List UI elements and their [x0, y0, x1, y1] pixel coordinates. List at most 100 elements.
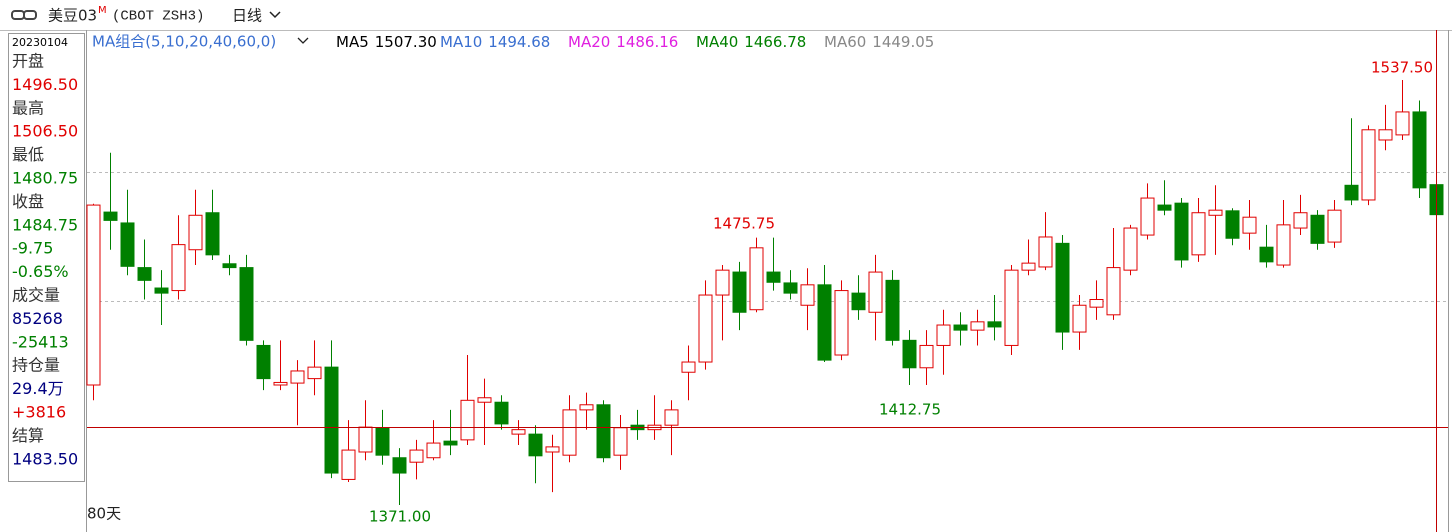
- ma-value: 1507.30: [375, 33, 437, 51]
- candle-body: [477, 397, 492, 403]
- high-annotation: 1475.75: [713, 215, 775, 233]
- candle-body: [154, 287, 169, 294]
- candle-body: [460, 399, 475, 441]
- candle-body: [1361, 129, 1376, 201]
- candle-body: [715, 269, 730, 296]
- candle-body: [1004, 269, 1019, 346]
- ma-value: 1494.68: [488, 33, 550, 51]
- candle-body: [1344, 184, 1359, 201]
- candle-body: [103, 211, 118, 221]
- candle-body: [953, 324, 968, 331]
- ma-name: MA5: [336, 33, 369, 51]
- candle-body: [205, 212, 220, 256]
- candle-body: [868, 271, 883, 313]
- ma-value: 1449.05: [872, 33, 934, 51]
- candle-body: [1191, 212, 1206, 256]
- candle-body: [681, 361, 696, 373]
- candle-body: [1021, 262, 1036, 271]
- info-row: 成交量: [12, 286, 60, 305]
- candle-body: [579, 404, 594, 411]
- candle-body: [443, 440, 458, 446]
- link-icon[interactable]: [11, 10, 37, 20]
- candle-body: [290, 370, 305, 384]
- candle-body: [936, 324, 951, 346]
- period-selector[interactable]: 日线: [232, 7, 262, 25]
- ma-legend-title[interactable]: MA组合(5,10,20,40,60,0): [92, 33, 276, 51]
- candle-body: [1395, 111, 1410, 136]
- ma-name: MA40: [696, 33, 738, 51]
- candle-body: [358, 426, 373, 453]
- candle-body: [1276, 224, 1291, 266]
- candle-body: [1378, 129, 1393, 141]
- info-row: 1484.75: [12, 215, 78, 234]
- candle-body: [1310, 214, 1325, 244]
- candle-body: [613, 427, 628, 456]
- candles: [86, 80, 1444, 505]
- candle-body: [341, 449, 356, 480]
- candle-body: [1242, 216, 1257, 234]
- candle-body: [562, 409, 577, 456]
- candle-body: [324, 366, 339, 474]
- candle-body: [834, 290, 849, 356]
- candle-body: [409, 449, 424, 463]
- ma-legend-item: MA60 1449.05: [824, 33, 934, 51]
- candle-body: [1259, 246, 1274, 263]
- candle-body: [698, 294, 713, 363]
- info-row: 1480.75: [12, 169, 78, 188]
- candle-body: [1225, 210, 1240, 239]
- info-row: 1483.50: [12, 449, 78, 468]
- ma-value: 1486.16: [616, 33, 678, 51]
- instrument-code: (CBOT ZSH3): [112, 9, 204, 25]
- candle-body: [902, 339, 917, 369]
- candle-body: [596, 404, 611, 459]
- instrument-name: 美豆03: [48, 7, 97, 25]
- low-annotation: 1412.75: [879, 401, 941, 419]
- candle-body: [545, 446, 560, 453]
- ma-legend-item: MA5 1507.30: [336, 33, 437, 51]
- period-chevron[interactable]: [269, 11, 281, 19]
- ma-value: 1466.78: [744, 33, 806, 51]
- ma-name: MA20: [568, 33, 610, 51]
- ma-legend-chevron[interactable]: [297, 37, 309, 44]
- ma-name: MA10: [440, 33, 482, 51]
- info-panel: [8, 33, 85, 482]
- candle-body: [86, 204, 101, 386]
- candle-body: [494, 401, 509, 425]
- candle-body: [817, 284, 832, 361]
- candle-body: [1106, 267, 1121, 316]
- ma-legend-item: MA10 1494.68: [440, 33, 550, 51]
- info-row: 持仓量: [12, 356, 60, 375]
- info-row: -0.65%: [12, 262, 69, 281]
- candle-body: [188, 214, 203, 251]
- info-row: 收盘: [12, 192, 44, 211]
- candle-body: [1123, 227, 1138, 271]
- candle-body: [137, 267, 152, 281]
- ma-name: MA60: [824, 33, 866, 51]
- candle-body: [528, 433, 543, 457]
- candle-body: [749, 247, 764, 311]
- candle-body: [1208, 209, 1223, 216]
- ma-legend-item: MA40 1466.78: [696, 33, 806, 51]
- info-row: +3816: [12, 403, 66, 422]
- candle-body: [1174, 202, 1189, 261]
- candle-body: [222, 263, 237, 269]
- candle-body: [800, 284, 815, 306]
- candle-body: [1412, 111, 1427, 189]
- max-annotation: 1537.50: [1371, 59, 1433, 77]
- candle-body: [1140, 197, 1155, 236]
- candle-body: [375, 427, 390, 456]
- candle-body: [987, 321, 1002, 328]
- candle-body: [664, 409, 679, 426]
- candle-body: [885, 279, 900, 341]
- candle-body: [1089, 299, 1104, 308]
- candle-body: [970, 321, 985, 331]
- candle-body: [1055, 242, 1070, 333]
- duration-label: 80天: [87, 505, 121, 523]
- candle-body: [919, 344, 934, 369]
- candle-body: [1157, 204, 1172, 211]
- ma-legend: MA5 1507.30 MA10 1494.68 MA20 1486.16 MA40 1466…: [336, 33, 934, 51]
- info-row: -9.75: [12, 239, 53, 258]
- candle-body: [392, 457, 407, 474]
